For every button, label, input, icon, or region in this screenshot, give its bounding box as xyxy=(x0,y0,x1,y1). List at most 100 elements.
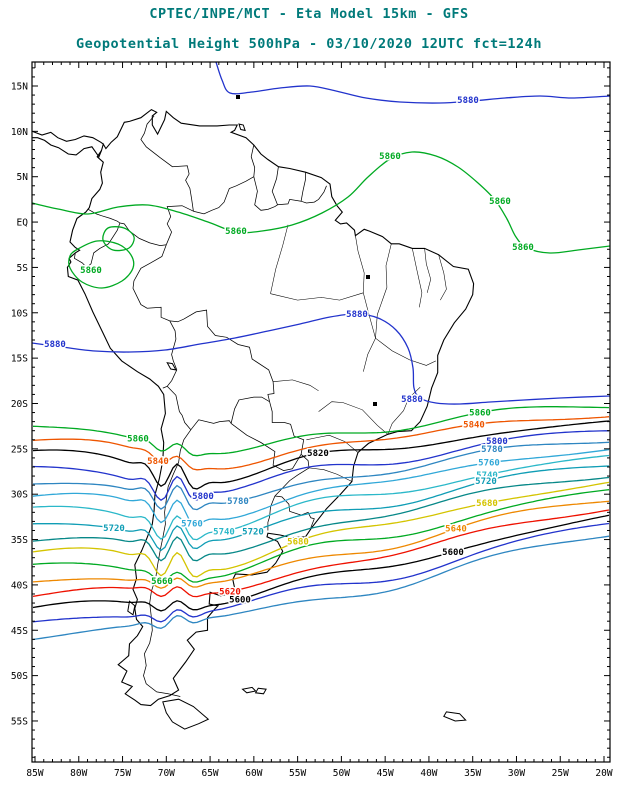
island xyxy=(166,362,177,371)
country-border xyxy=(140,115,194,212)
contour-label: 5660 xyxy=(151,577,173,587)
country-border xyxy=(300,172,306,202)
country-border xyxy=(73,222,121,268)
contour-label: 5860 xyxy=(379,152,401,162)
contour-label: 5720 xyxy=(475,477,497,487)
x-tick-label: 70W xyxy=(158,768,175,779)
y-tick-label: 50S xyxy=(11,671,28,682)
contour-label: 5880 xyxy=(457,96,479,106)
country-border xyxy=(88,209,121,224)
y-tick-label: 45S xyxy=(11,626,28,637)
state-border xyxy=(363,338,376,372)
country-border xyxy=(253,176,278,211)
y-tick-label: 20S xyxy=(11,399,28,410)
state-border xyxy=(273,379,319,392)
contour-5580-line xyxy=(32,522,610,623)
y-tick-label: 5N xyxy=(17,172,29,183)
x-tick-label: 65W xyxy=(201,768,218,779)
map-marker xyxy=(373,402,377,406)
state-border xyxy=(412,248,423,308)
contour-5680-line xyxy=(32,481,610,578)
country-border xyxy=(230,396,270,424)
state-border xyxy=(270,224,289,294)
contour-5620-line xyxy=(32,509,610,598)
country-border xyxy=(162,380,172,389)
y-tick-label: EQ xyxy=(17,218,29,229)
y-tick-label: 40S xyxy=(11,580,28,591)
x-tick-label: 75W xyxy=(114,768,131,779)
country-border xyxy=(269,401,305,455)
country-border xyxy=(274,454,310,497)
map-marker xyxy=(236,95,240,99)
contour-5820-line xyxy=(32,420,610,490)
contour-5660-line xyxy=(32,489,610,583)
y-tick-label: 15S xyxy=(11,354,28,365)
state-border xyxy=(306,434,359,453)
contour-5880-line xyxy=(32,313,610,405)
contour-5560-line xyxy=(32,535,610,641)
contour-label: 5860 xyxy=(80,266,102,276)
country-border xyxy=(230,423,302,471)
contour-label: 5860 xyxy=(225,227,247,237)
country-border xyxy=(250,144,256,177)
contour-label: 5680 xyxy=(476,499,498,509)
contour-label-layer: 5880 5860 5860 5860 5860 5860 5880 5880 5880 5860… xyxy=(43,95,536,608)
country-border xyxy=(165,205,194,245)
contour-label: 5760 xyxy=(181,520,203,530)
contour-5860-line xyxy=(102,226,135,252)
y-tick-label: 5S xyxy=(17,263,29,274)
x-tick-label: 60W xyxy=(245,768,262,779)
contour-5800-line xyxy=(32,430,609,502)
x-tick-label: 25W xyxy=(552,768,569,779)
chart-title: CPTEC/INPE/MCT - Eta Model 15km - GFS xyxy=(149,6,468,22)
country-border xyxy=(193,176,254,215)
x-tick-label: 80W xyxy=(70,768,87,779)
island xyxy=(241,686,257,694)
x-tick-label: 30W xyxy=(508,768,525,779)
state-border xyxy=(375,243,392,339)
contour-label: 5840 xyxy=(147,457,169,467)
contour-label: 5860 xyxy=(127,434,149,444)
island xyxy=(254,687,267,695)
contour-label: 5820 xyxy=(307,449,329,459)
y-tick-label: 35S xyxy=(11,535,28,546)
contour-label: 5780 xyxy=(481,445,503,455)
x-tick-label: 85W xyxy=(26,768,43,779)
x-tick-label: 55W xyxy=(289,768,306,779)
contour-5860-line xyxy=(68,240,135,289)
contour-5860-line xyxy=(32,151,610,254)
x-tick-label: 35W xyxy=(464,768,481,779)
contour-5880-line xyxy=(215,62,610,104)
coastline xyxy=(66,108,475,707)
contour-5760-line xyxy=(32,448,610,526)
island xyxy=(443,711,467,722)
state-border xyxy=(354,230,376,339)
coastline-central-america xyxy=(32,130,104,145)
country-border xyxy=(169,309,275,402)
country-border xyxy=(169,320,178,381)
contour-label: 5860 xyxy=(489,197,511,207)
country-border xyxy=(119,222,167,246)
chart-subtitle: Geopotential Height 500hPa - 03/10/2020 … xyxy=(76,36,542,52)
axis-layer: 85W 80W 75W 70W 65W 60W 55W 50W 45W 40W 35W 30W 25W 2… xyxy=(11,62,613,779)
contour-5600-line xyxy=(32,514,610,612)
contour-layer xyxy=(32,62,610,641)
state-border xyxy=(318,401,388,435)
y-tick-label: 10N xyxy=(11,127,28,138)
contour-label: 5880 xyxy=(346,310,368,320)
country-border xyxy=(190,419,232,431)
contour-label: 5740 xyxy=(476,471,498,481)
contour-5780-line xyxy=(32,441,610,511)
country-border xyxy=(143,429,192,697)
contour-label: 5880 xyxy=(44,340,66,350)
y-tick-label: 30S xyxy=(11,490,28,501)
contour-5840-line xyxy=(32,416,610,471)
contour-label: 5600 xyxy=(229,596,251,606)
x-tick-label: 20W xyxy=(595,768,612,779)
island xyxy=(162,698,210,730)
marker-layer xyxy=(236,95,377,406)
contour-label: 5740 xyxy=(213,527,235,537)
contour-label: 5780 xyxy=(227,497,249,507)
coastline-central-america xyxy=(32,137,103,158)
